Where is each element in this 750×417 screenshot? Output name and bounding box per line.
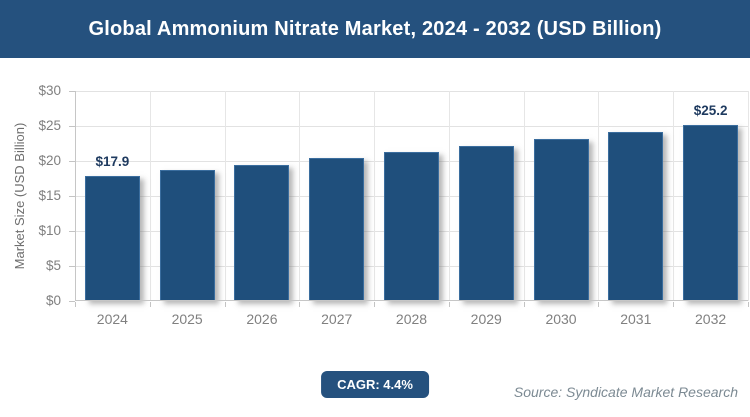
- x-tick-mark: [448, 302, 450, 307]
- v-gridline: [523, 91, 525, 301]
- bar-2029: [458, 145, 514, 301]
- x-tick-label: 2032: [695, 311, 727, 327]
- y-tick-label: $25: [38, 118, 61, 133]
- cagr-badge: CAGR: 4.4%: [321, 371, 429, 398]
- y-tick-label: $20: [38, 153, 61, 168]
- v-gridline: [598, 91, 600, 301]
- source-text: Source: Syndicate Market Research: [513, 384, 738, 400]
- bar-value-label: $17.9: [95, 153, 130, 169]
- y-tick-mark: [69, 161, 75, 162]
- v-gridline: [673, 91, 675, 301]
- v-gridline: [149, 91, 151, 301]
- y-tick-label: $30: [38, 83, 61, 98]
- y-tick-mark: [69, 196, 75, 197]
- x-tick-mark: [523, 302, 525, 307]
- bar-2025: [159, 170, 215, 301]
- x-tick-mark: [673, 302, 675, 307]
- y-tick-mark: [69, 126, 75, 127]
- bar-2028: [384, 151, 439, 301]
- h-gridline: [75, 126, 748, 127]
- y-tick-mark: [69, 301, 75, 302]
- x-axis-line: [75, 300, 748, 301]
- x-tick-label: 2026: [246, 311, 278, 327]
- y-tick-label: $0: [45, 293, 61, 308]
- chart-title: Global Ammonium Nitrate Market, 2024 - 2…: [88, 17, 662, 40]
- bar-value-label: $25.2: [693, 102, 728, 118]
- x-tick-label: 2030: [545, 311, 577, 327]
- x-axis-labels: 2024 2025 2026 2027 2028 2029 2030 2031 2032: [75, 301, 749, 333]
- bar-2026: [234, 164, 290, 301]
- x-tick-label: 2027: [321, 311, 353, 327]
- v-gridline: [374, 91, 376, 301]
- y-axis-labels: $0 $5 $10 $15 $20 $25 $30: [0, 83, 67, 308]
- bar-2031: [608, 131, 664, 301]
- bar-2027: [309, 158, 365, 301]
- v-gridline: [448, 91, 450, 301]
- y-tick-label: $10: [38, 223, 61, 238]
- y-tick-mark: [69, 91, 75, 92]
- x-tick-mark: [149, 302, 151, 307]
- x-tick-mark: [75, 302, 76, 307]
- x-tick-mark: [598, 302, 600, 307]
- v-gridline: [299, 91, 301, 301]
- x-tick-label: 2028: [395, 311, 428, 327]
- x-tick-label: 2024: [96, 311, 128, 327]
- x-tick-mark: [748, 302, 749, 307]
- y-tick-mark: [69, 231, 75, 232]
- chart-title-bar: Global Ammonium Nitrate Market, 2024 - 2…: [0, 0, 750, 58]
- x-tick-mark: [374, 302, 376, 307]
- y-tick-label: $5: [45, 258, 61, 273]
- bar-2024: [84, 175, 140, 301]
- y-tick-mark: [69, 266, 75, 267]
- x-tick-label: 2029: [470, 311, 502, 327]
- v-gridline: [224, 91, 226, 301]
- plot-area: $17.9 $25.2: [69, 91, 749, 302]
- bar-2032: [683, 124, 739, 301]
- v-gridline: [748, 91, 749, 301]
- x-tick-mark: [299, 302, 301, 307]
- y-tick-label: $15: [38, 188, 61, 203]
- y-axis-line: [75, 91, 76, 301]
- bar-2030: [533, 138, 589, 301]
- h-gridline: [75, 91, 748, 92]
- x-tick-label: 2031: [620, 311, 652, 327]
- x-tick-label: 2025: [171, 311, 203, 327]
- x-tick-mark: [224, 302, 226, 307]
